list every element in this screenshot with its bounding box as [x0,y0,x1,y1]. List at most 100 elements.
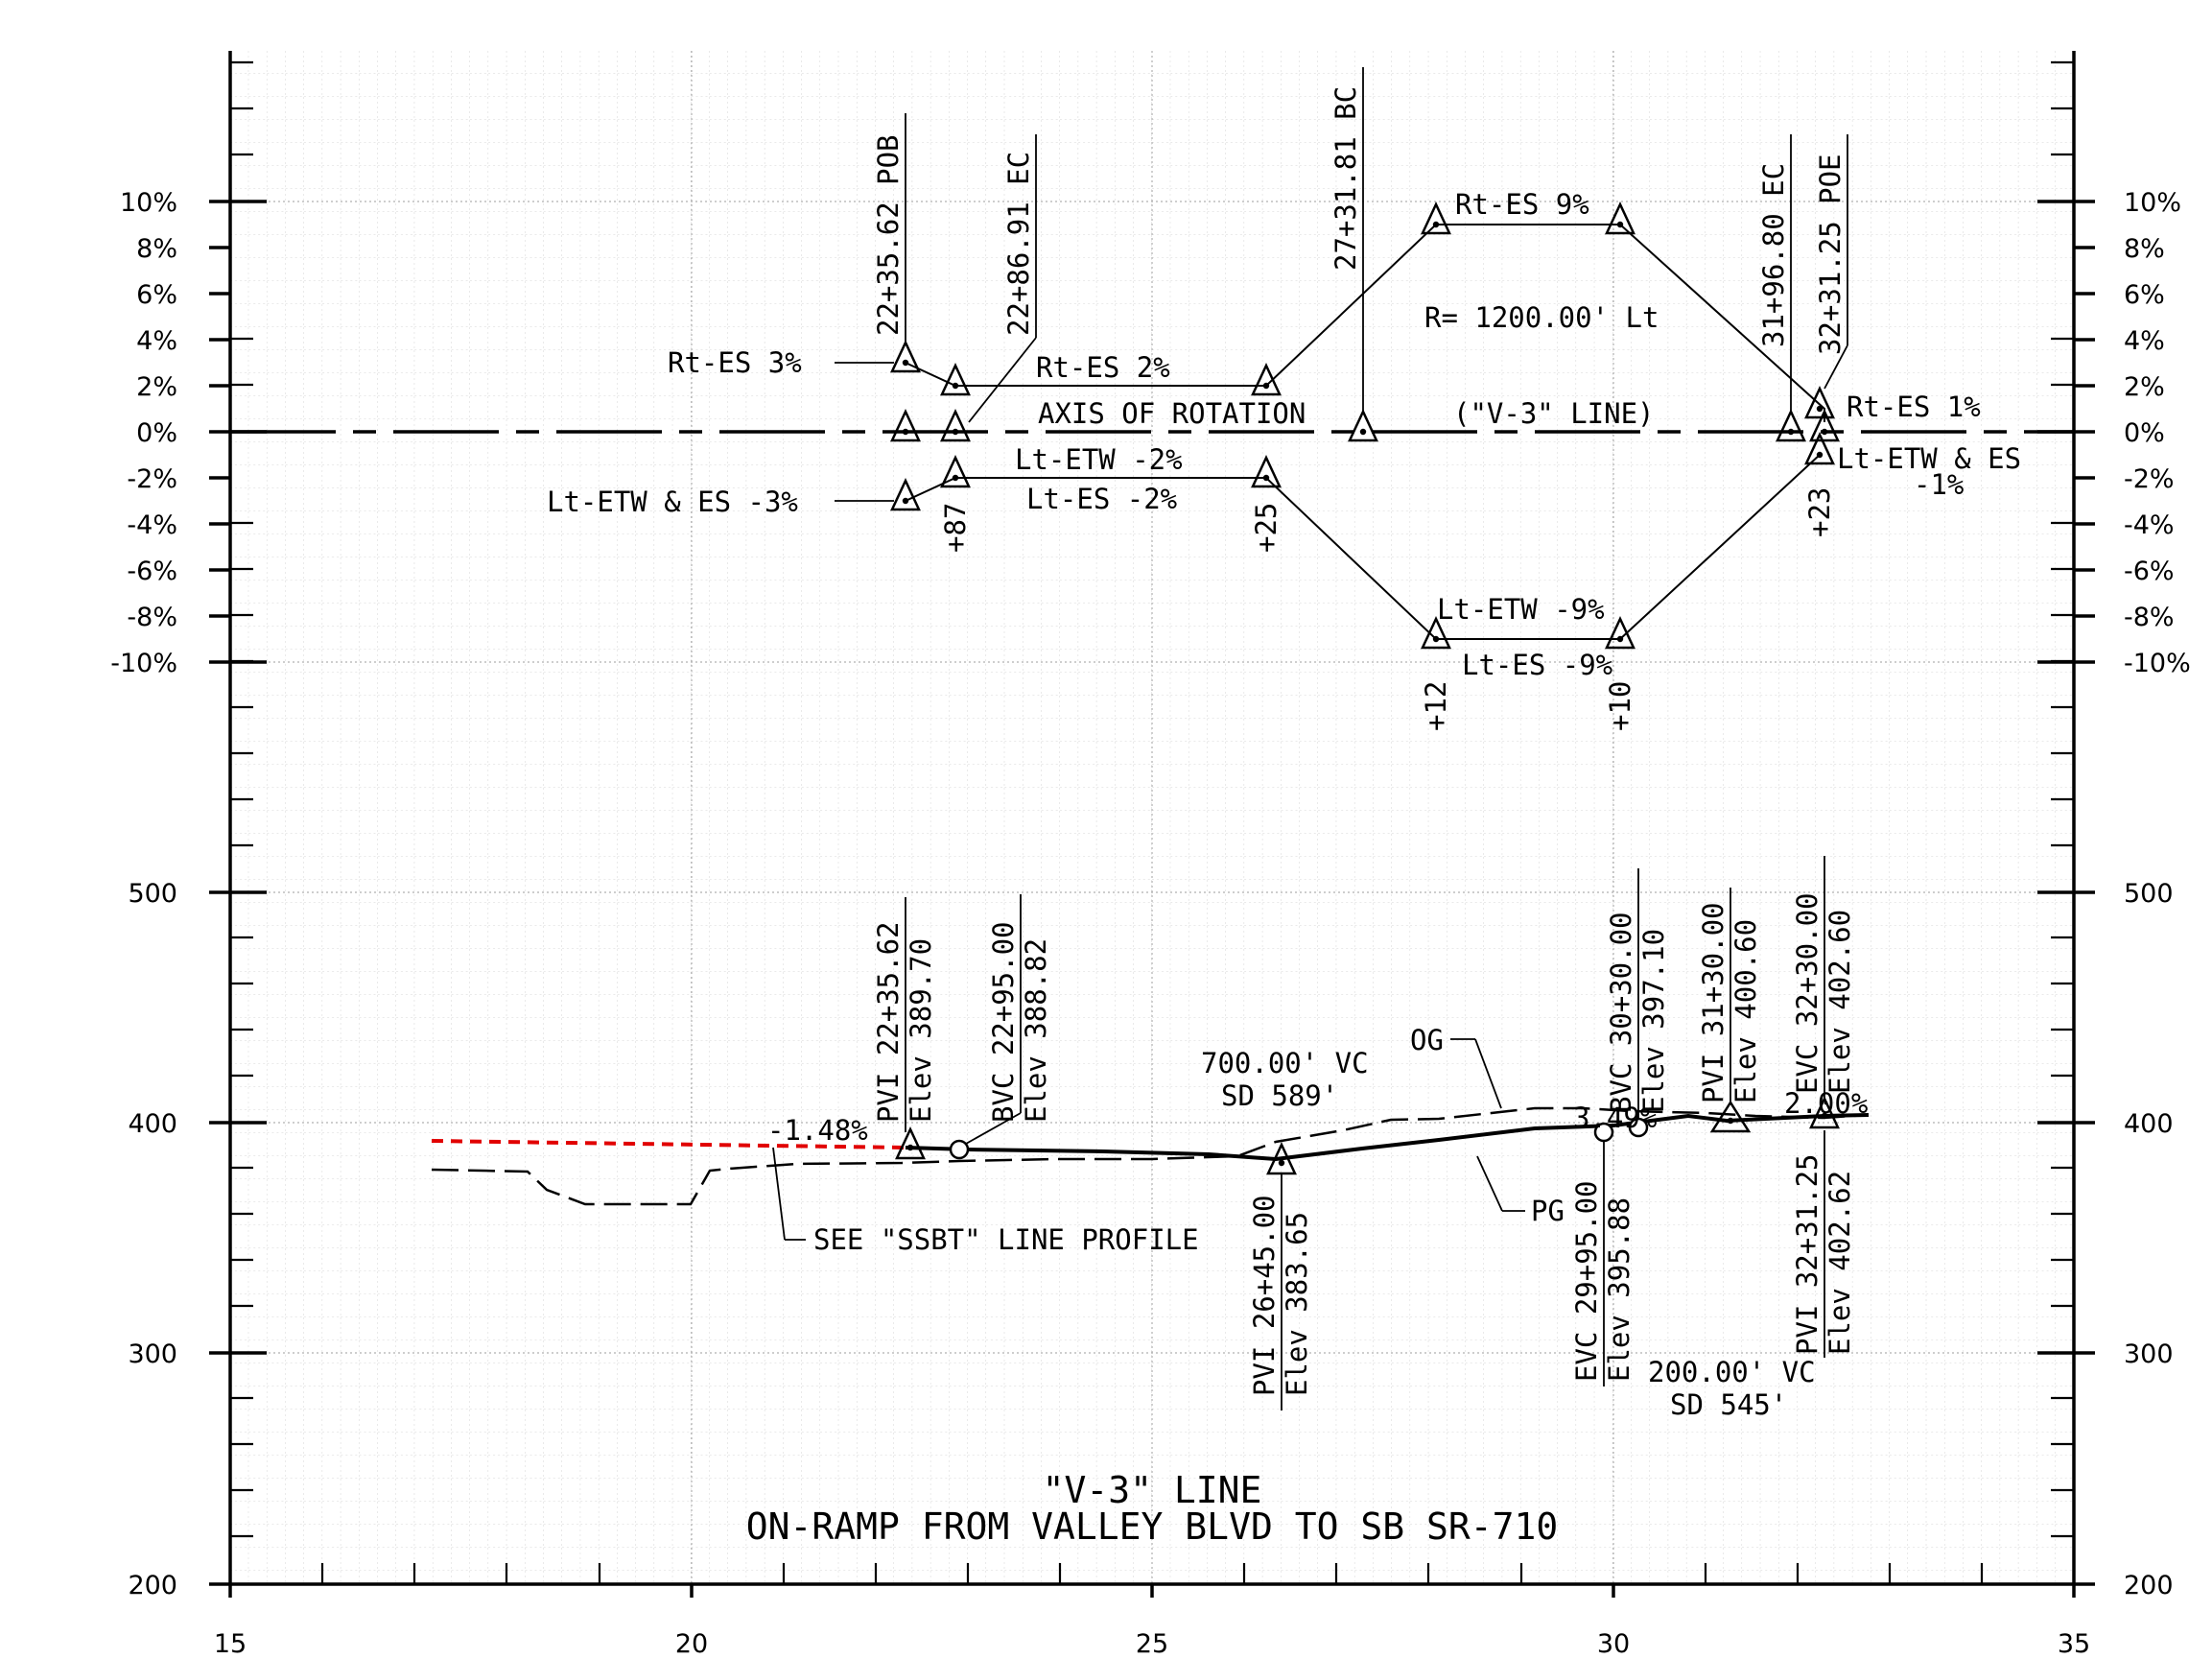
tick-label: 2% [2124,372,2165,402]
triangle-marker [1605,616,1635,650]
profile-leaders [772,856,1825,1410]
label-rt-es-2: Rt-ES 2% [1036,351,1170,384]
left-superelevation-labels: 10% 8% 6% 4% 2% 0% -2% -4% -6% -8% -10% [110,188,177,678]
tick-label: 10% [2124,188,2181,218]
label-axis-of-rotation: AXIS OF ROTATION [1038,397,1306,430]
tick-label: -8% [127,603,177,632]
see-ssbt-note: SEE "SSBT" LINE PROFILE [813,1223,1199,1256]
tick-label: 500 [128,879,177,909]
ssbt-profile-red [431,1139,906,1149]
tick-label: -10% [110,649,177,678]
bvc2-station: BVC 30+30.00 [1605,912,1637,1113]
offset-25: +25 [1250,503,1282,553]
pvi2-station: PVI 26+45.00 [1248,1195,1281,1396]
tick-label: -4% [2124,510,2175,540]
tick-label: 20 [675,1629,708,1659]
pvi3-station: PVI 31+30.00 [1697,902,1730,1103]
vc1-sd: SD 589' [1221,1079,1338,1112]
station-bc: 27+31.81 BC [1330,86,1362,271]
triangle-marker [890,340,921,373]
og-label: OG [1410,1024,1444,1056]
tick-label: 200 [2124,1571,2174,1600]
triangle-marker [940,363,971,396]
tick-label: 0% [136,418,177,448]
drawing-subtitle: ON-RAMP FROM VALLEY BLVD TO SB SR-710 [746,1505,1558,1548]
tick-label: 500 [2124,879,2174,909]
triangle-marker [940,455,971,488]
pg-label: PG [1531,1195,1565,1227]
tick-label: 8% [2124,234,2165,264]
triangle-marker [1809,1096,1840,1129]
station-ec1: 22+86.91 EC [1002,152,1035,336]
pvi2-elev: Elev 383.65 [1281,1212,1313,1396]
tick-label: 35 [2058,1629,2090,1659]
tick-label: 400 [2124,1109,2174,1139]
triangle-marker [1421,201,1451,235]
label-rt-es-3: Rt-ES 3% [668,346,802,379]
triangle-marker [1251,363,1282,396]
triangle-marker [1605,201,1635,235]
pvi4-elev: Elev 402.62 [1824,1171,1856,1355]
triangle-marker [890,478,921,511]
triangle-marker [1804,432,1835,465]
left-elevation-labels: 500 400 300 200 [128,879,177,1600]
triangle-marker [1251,455,1282,488]
profile-markers [895,1096,1840,1175]
tick-label: 400 [128,1109,177,1139]
tick-label: 300 [2124,1339,2174,1369]
tick-label: 15 [214,1629,247,1659]
drawing-title: "V-3" LINE [1043,1469,1262,1511]
grade-3: 2.00% [1784,1087,1868,1120]
label-lt-es-2: Lt-ES -2% [1026,483,1177,515]
bvc-circle [949,1139,970,1160]
major-grid [230,51,2074,1584]
offset-12: +12 [1420,681,1452,731]
x-ticks [228,1563,2076,1598]
station-pob: 22+35.62 POB [872,134,905,336]
tick-label: 6% [136,280,177,310]
pvi3-elev: Elev 400.60 [1730,919,1762,1103]
grade-1: -1.48% [767,1114,868,1147]
label-lt-etw-es-1-value: -1% [1914,468,1964,501]
evc-circle [1593,1122,1614,1143]
tick-label: 2% [136,372,177,402]
tick-label: -6% [2124,557,2175,586]
label-v3-line: ("V-3" LINE) [1453,397,1655,430]
tick-label: 10% [120,188,177,218]
triangle-marker [1348,409,1378,442]
tick-label: 300 [128,1339,177,1369]
bvc2-elev: Elev 397.10 [1637,929,1670,1113]
offset-87: +87 [939,503,972,553]
tick-label: 4% [136,326,177,356]
triangle-marker [895,1126,926,1160]
label-lt-etw-9: Lt-ETW -9% [1437,593,1605,626]
evc1-elev: Elev 395.88 [1603,1197,1635,1382]
profile-grade-line [905,1113,1870,1162]
tick-label: -4% [127,510,177,540]
triangle-marker [1421,616,1451,650]
bvc1-elev: Elev 388.82 [1020,938,1052,1123]
x-axis-labels: 15 20 25 30 35 [214,1629,2090,1659]
triangle-marker [1809,409,1840,442]
tick-label: 4% [2124,326,2165,356]
vc1-length: 700.00' VC [1201,1047,1369,1079]
tick-label: 6% [2124,280,2165,310]
triangle-marker [1776,409,1806,442]
station-ec2: 31+96.80 EC [1757,163,1790,347]
evc2-station: EVC 32+30.00 [1791,892,1824,1094]
evc1-station: EVC 29+95.00 [1570,1180,1603,1382]
tick-label: 25 [1136,1629,1168,1659]
tick-label: 30 [1597,1629,1630,1659]
evc2-elev: Elev 402.60 [1824,910,1856,1094]
tick-label: -8% [2124,603,2175,632]
bvc1-station: BVC 22+95.00 [987,921,1020,1123]
label-lt-etw-es-1: Lt-ETW & ES [1837,442,2021,475]
tick-label: -6% [127,557,177,586]
label-lt-etw-es-3: Lt-ETW & ES -3% [547,486,798,518]
tick-label: -2% [2124,464,2175,494]
label-lt-etw-2: Lt-ETW -2% [1015,443,1183,476]
label-radius: R= 1200.00' Lt [1424,301,1659,334]
pvi4-station: PVI 32+31.25 [1791,1153,1824,1355]
tick-label: -2% [127,464,177,494]
right-superelevation-labels: 10% 8% 6% 4% 2% 0% -2% -4% -6% -8% -10% [2124,188,2191,678]
